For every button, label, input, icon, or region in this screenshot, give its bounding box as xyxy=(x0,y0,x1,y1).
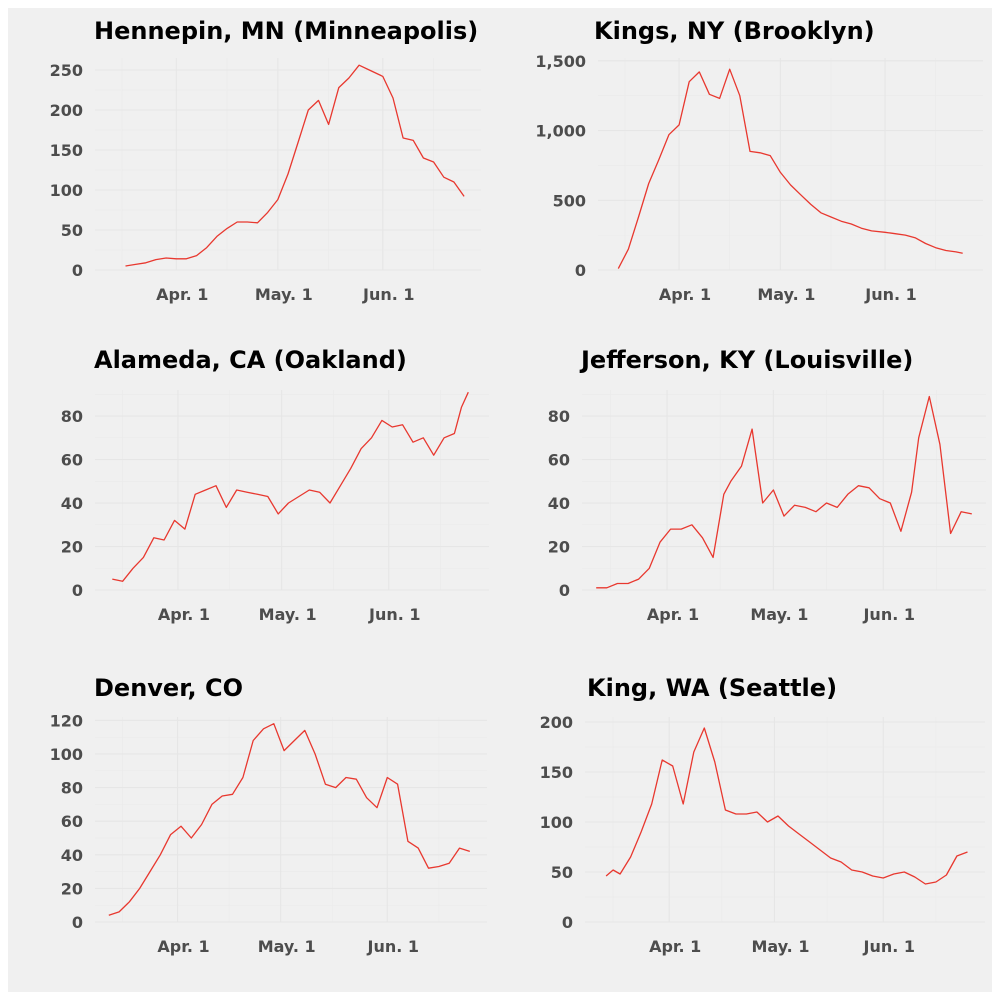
y-tick-label: 50 xyxy=(61,221,83,240)
y-tick-label: 0 xyxy=(559,581,570,600)
x-tick-label: Apr. 1 xyxy=(157,937,209,956)
y-tick-label: 20 xyxy=(61,879,83,898)
y-tick-label: 80 xyxy=(61,407,83,426)
y-tick-label: 200 xyxy=(50,101,83,120)
y-tick-label: 100 xyxy=(540,813,573,832)
x-tick-label: May. 1 xyxy=(757,285,815,304)
series-line-1 xyxy=(596,395,972,589)
x-tick-label: Jun. 1 xyxy=(862,605,915,624)
x-tick-label: May. 1 xyxy=(751,937,809,956)
chart-title: Alameda, CA (Oakland) xyxy=(94,346,407,374)
chart-panel-3: 0 20 40 60 80 Apr. 1 May. 1 Jun. 1 Alameda, CA (… xyxy=(61,346,489,624)
x-tick-label: May. 1 xyxy=(255,285,313,304)
x-tick-label: May. 1 xyxy=(258,937,316,956)
series-line-1 xyxy=(112,391,469,582)
y-tick-label: 0 xyxy=(72,913,83,932)
series-line-1 xyxy=(605,727,968,885)
y-tick-label: 120 xyxy=(50,711,83,730)
y-tick-label: 40 xyxy=(61,846,83,865)
y-tick-label: 0 xyxy=(72,581,83,600)
x-tick-label: Jun. 1 xyxy=(367,937,420,956)
y-tick-label: 1,000 xyxy=(535,122,586,141)
y-tick-label: 40 xyxy=(61,494,83,513)
chart-panel-4: 0 20 40 60 80 Apr. 1 May. 1 Jun. 1 Jefferson, KY… xyxy=(548,346,986,624)
x-tick-label: Apr. 1 xyxy=(156,285,208,304)
x-tick-label: Jun. 1 xyxy=(362,285,415,304)
chart-title: Hennepin, MN (Minneapolis) xyxy=(94,17,478,45)
x-tick-label: Apr. 1 xyxy=(158,605,210,624)
series-line-1 xyxy=(617,68,963,269)
y-tick-label: 100 xyxy=(50,181,83,200)
chart-title: Kings, NY (Brooklyn) xyxy=(594,17,875,45)
y-tick-label: 0 xyxy=(72,261,83,280)
y-tick-label: 100 xyxy=(50,745,83,764)
y-tick-label: 20 xyxy=(548,538,570,557)
y-tick-label: 80 xyxy=(61,779,83,798)
y-tick-label: 150 xyxy=(540,763,573,782)
y-tick-label: 60 xyxy=(61,451,83,470)
y-tick-label: 1,500 xyxy=(535,52,586,71)
y-tick-label: 150 xyxy=(50,141,83,160)
y-tick-label: 500 xyxy=(553,191,586,210)
x-tick-label: May. 1 xyxy=(259,605,317,624)
y-tick-label: 60 xyxy=(548,451,570,470)
chart-panel-5: 0 20 40 60 80 100 120 Apr. 1 May. 1 Jun. 1 Denver,… xyxy=(50,674,487,956)
y-tick-label: 40 xyxy=(548,494,570,513)
chart-panel-6: 0 50 100 150 200 Apr. 1 May. 1 Jun. 1 King, WA (… xyxy=(540,674,985,956)
chart-title: King, WA (Seattle) xyxy=(587,674,837,702)
chart-panel-2: 0 500 1,000 1,500 Apr. 1 May. 1 Jun. 1 Kings, N… xyxy=(535,17,983,304)
series-line-1 xyxy=(108,723,470,916)
y-tick-label: 250 xyxy=(50,61,83,80)
y-tick-label: 20 xyxy=(61,538,83,557)
y-tick-label: 0 xyxy=(575,261,586,280)
y-tick-label: 60 xyxy=(61,812,83,831)
series-line-1 xyxy=(125,64,465,267)
y-tick-label: 0 xyxy=(562,913,573,932)
chart-title: Jefferson, KY (Louisville) xyxy=(579,346,913,374)
y-tick-label: 200 xyxy=(540,713,573,732)
small-multiples-figure: 0 50 100 150 200 250 Apr. 1 May. 1 Jun. 1 Hennepi… xyxy=(8,8,992,992)
x-tick-label: Apr. 1 xyxy=(647,605,699,624)
y-tick-label: 50 xyxy=(551,863,573,882)
chart-panel-1: 0 50 100 150 200 250 Apr. 1 May. 1 Jun. 1 Hennepi… xyxy=(50,17,481,304)
x-tick-label: Jun. 1 xyxy=(862,937,915,956)
x-tick-label: May. 1 xyxy=(750,605,808,624)
y-tick-label: 80 xyxy=(548,407,570,426)
x-tick-label: Jun. 1 xyxy=(864,285,917,304)
x-tick-label: Apr. 1 xyxy=(649,937,701,956)
x-tick-label: Jun. 1 xyxy=(368,605,421,624)
chart-title: Denver, CO xyxy=(94,674,243,702)
x-tick-label: Apr. 1 xyxy=(659,285,711,304)
